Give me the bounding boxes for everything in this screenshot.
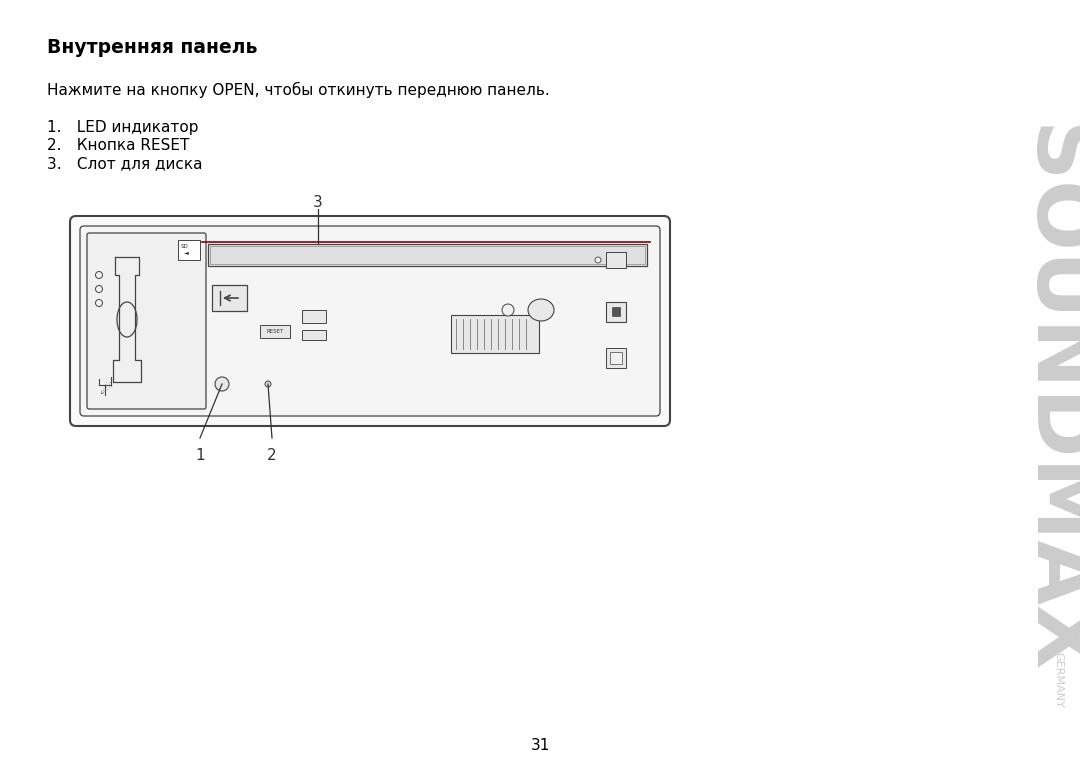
- Bar: [612, 307, 620, 316]
- Bar: [212, 285, 247, 311]
- Text: 3. Слот для диска: 3. Слот для диска: [48, 156, 203, 171]
- Text: Внутренняя панель: Внутренняя панель: [48, 38, 257, 57]
- Bar: [178, 240, 200, 260]
- Bar: [606, 348, 626, 368]
- Text: 2. Кнопка RESET: 2. Кнопка RESET: [48, 138, 189, 153]
- Circle shape: [265, 381, 271, 387]
- Circle shape: [595, 257, 600, 263]
- Bar: [606, 302, 626, 322]
- Bar: [302, 330, 326, 340]
- Text: 2: 2: [267, 448, 276, 463]
- Bar: [208, 244, 647, 266]
- Bar: [302, 310, 326, 323]
- Text: SOUNDMAX: SOUNDMAX: [1014, 125, 1080, 674]
- Circle shape: [502, 304, 514, 316]
- Circle shape: [95, 272, 103, 278]
- FancyBboxPatch shape: [70, 216, 670, 426]
- Text: Нажмите на кнопку OPEN, чтобы откинуть переднюю панель.: Нажмите на кнопку OPEN, чтобы откинуть п…: [48, 82, 550, 98]
- Text: 1. LED индикатор: 1. LED индикатор: [48, 120, 199, 135]
- Bar: [451, 315, 539, 353]
- Text: GERMANY: GERMANY: [1053, 652, 1063, 708]
- Text: 1: 1: [195, 448, 205, 463]
- Text: RESET: RESET: [267, 329, 284, 334]
- Circle shape: [215, 377, 229, 391]
- Bar: [210, 246, 645, 264]
- Text: ◄: ◄: [184, 250, 188, 255]
- FancyBboxPatch shape: [87, 233, 206, 409]
- Ellipse shape: [528, 299, 554, 321]
- Text: SD: SD: [181, 244, 189, 249]
- Circle shape: [95, 285, 103, 292]
- Text: 31: 31: [530, 738, 550, 753]
- Bar: [610, 352, 622, 364]
- Bar: [260, 325, 291, 338]
- Text: ☄: ☄: [98, 383, 111, 397]
- FancyBboxPatch shape: [80, 226, 660, 416]
- Text: 3: 3: [313, 195, 323, 210]
- Bar: [606, 252, 626, 268]
- Circle shape: [95, 300, 103, 307]
- Ellipse shape: [117, 302, 137, 337]
